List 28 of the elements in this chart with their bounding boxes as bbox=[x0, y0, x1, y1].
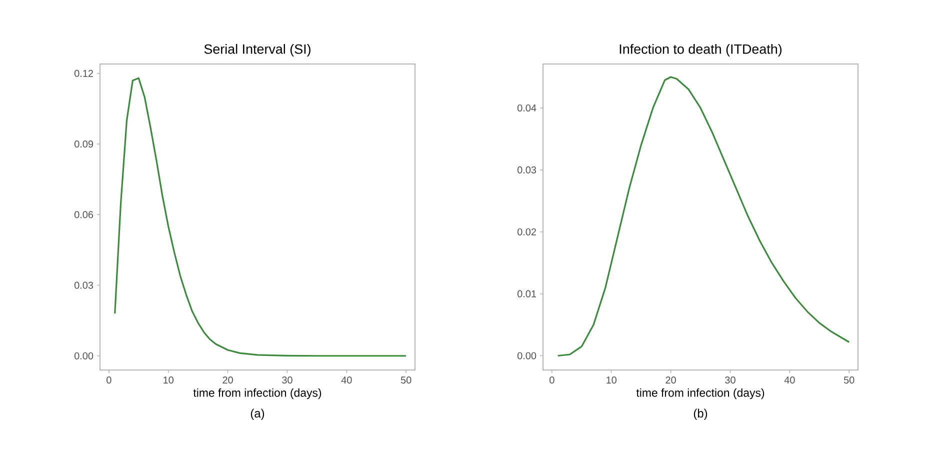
x-tick-label: 10 bbox=[164, 376, 174, 384]
chart-title: Infection to death (ITDeath) bbox=[620, 44, 782, 56]
y-tick-label: 0.09 bbox=[74, 140, 94, 148]
x-tick-label: 20 bbox=[666, 376, 676, 384]
x-axis-title: time from infection (days) bbox=[636, 388, 764, 400]
y-tick-label: 0.02 bbox=[517, 228, 536, 236]
y-tick-label: 0.04 bbox=[517, 104, 536, 112]
y-tick-label: 0.00 bbox=[74, 352, 94, 360]
x-tick-label: 30 bbox=[282, 376, 292, 384]
x-axis-title: time from infection (days) bbox=[193, 388, 322, 400]
y-tick-label: 0.03 bbox=[517, 166, 536, 174]
text: (b) bbox=[694, 408, 708, 420]
x-tick-label: 30 bbox=[725, 376, 736, 384]
x-tick-label: 40 bbox=[784, 376, 795, 384]
x-tick-label: 50 bbox=[844, 376, 854, 384]
x-tick-label: 50 bbox=[400, 376, 412, 384]
y-tick-label: 0.01 bbox=[517, 290, 536, 298]
x-tick-label: 20 bbox=[222, 376, 233, 384]
x-tick-label: 0 bbox=[550, 376, 554, 384]
chart-title: Serial Interval (SI) bbox=[204, 44, 310, 56]
y-tick-label: 0.03 bbox=[74, 282, 94, 289]
text: (a) bbox=[250, 408, 264, 420]
y-tick-label: 0.00 bbox=[517, 352, 536, 360]
x-tick-label: 10 bbox=[606, 376, 617, 384]
y-tick-label: 0.12 bbox=[74, 70, 93, 77]
x-tick-label: 0 bbox=[106, 376, 112, 384]
x-tick-label: 40 bbox=[341, 376, 352, 384]
y-tick-label: 0.06 bbox=[74, 211, 94, 218]
